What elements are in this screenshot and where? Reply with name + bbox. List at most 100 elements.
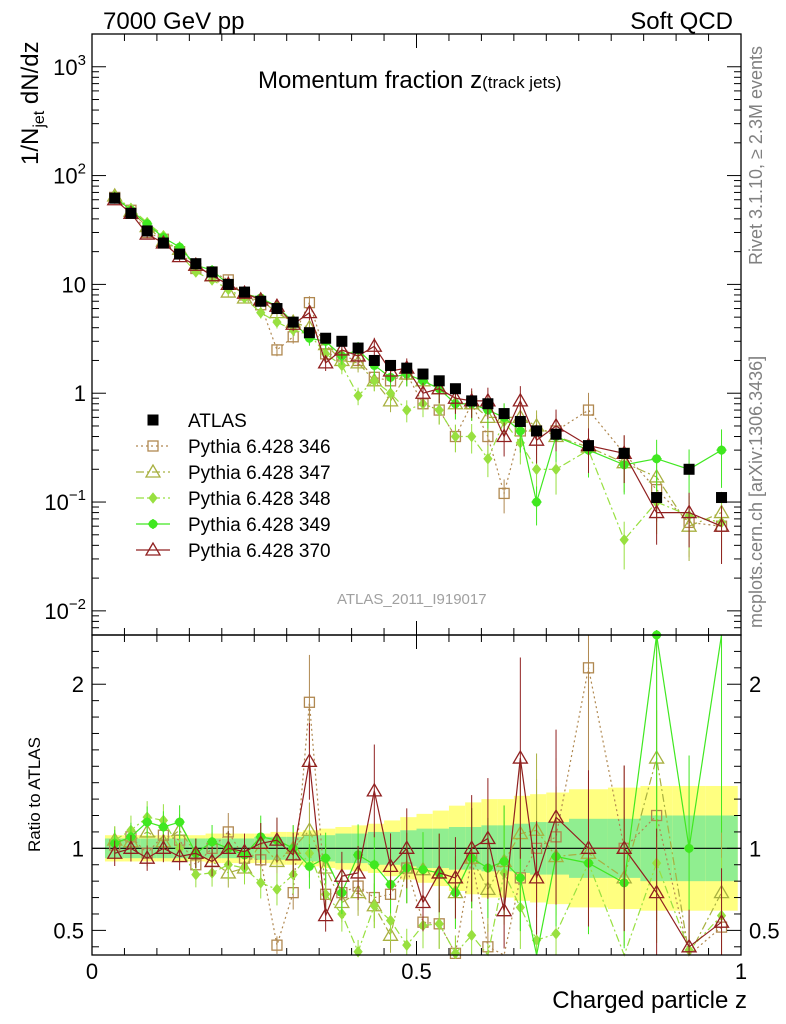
- main-series-point: [716, 445, 727, 456]
- main-y-tick-label: 10−2: [44, 596, 86, 624]
- main-y-tick-base: 10: [44, 490, 68, 515]
- ratio-series-point-shape: [106, 844, 123, 859]
- main-series-point-shape: [385, 387, 396, 400]
- ratio-series-point: [551, 927, 561, 940]
- atlas-data-point: [303, 327, 315, 339]
- ratio-series-point: [320, 853, 331, 864]
- atlas-data-point: [417, 368, 429, 380]
- ratio-series-point: [369, 859, 380, 870]
- ratio-series-line-1: [114, 667, 722, 957]
- main-series-point: [531, 463, 542, 476]
- main-series-point: [385, 387, 396, 400]
- energy-label: 7000 GeV pp: [103, 8, 244, 35]
- main-series-point-shape: [483, 452, 493, 465]
- ratio-series-point: [479, 830, 497, 845]
- atlas-data-point-shape: [401, 362, 413, 374]
- ratio-series-point-shape: [268, 831, 286, 846]
- ratio-series-point: [207, 836, 218, 847]
- legend-atlas-marker-shape: [147, 414, 159, 426]
- main-y-tick-label: 10: [62, 272, 86, 297]
- ratio-series-point: [349, 864, 367, 879]
- ratio-series-point-shape: [450, 947, 461, 960]
- ratio-series-point-shape: [479, 830, 497, 845]
- ratio-series-point-shape: [256, 876, 266, 889]
- ratio-series-point: [256, 876, 266, 889]
- ratio-series-point-shape: [414, 894, 432, 909]
- ratio-series-point-shape: [385, 914, 396, 927]
- main-series-point: [317, 354, 334, 369]
- main-series-point: [353, 389, 363, 402]
- ylabel-part-2: jet: [31, 110, 48, 128]
- main-y-tick-base: 1: [74, 381, 86, 406]
- main-series-point: [382, 392, 399, 407]
- ratio-series-point: [512, 749, 529, 764]
- ylabel-part-1: 1/N: [17, 128, 44, 165]
- ratio-series-point: [580, 840, 597, 854]
- main-series-point-shape: [333, 341, 350, 356]
- atlas-data-point-shape: [368, 354, 380, 366]
- legend-label: Pythia 6.428 347: [188, 463, 331, 484]
- legend-marker: [148, 519, 158, 529]
- legend-marker: [144, 463, 162, 478]
- ratio-series-point-shape: [155, 840, 172, 854]
- ratio-series-point-shape: [580, 840, 597, 854]
- atlas-data-point: [352, 342, 364, 354]
- ratio-y-tick-label-right: 1: [749, 836, 761, 861]
- atlas-data-point: [482, 398, 494, 410]
- legend-entry-1: Pythia 6.428 346: [136, 437, 331, 458]
- main-series-point-shape: [495, 428, 513, 443]
- ratio-series-point-shape: [547, 808, 565, 823]
- ratio-series-point: [333, 867, 350, 882]
- main-title-sub: (track jets): [482, 73, 561, 92]
- ratio-series-point: [285, 846, 302, 861]
- atlas-data-point-shape: [352, 342, 364, 354]
- main-title: Momentum fraction z(track jets): [258, 67, 561, 94]
- main-series-point: [551, 463, 561, 476]
- main-series-point-shape: [582, 404, 595, 416]
- ratio-series-point: [272, 883, 282, 896]
- atlas-data-point-shape: [239, 286, 251, 298]
- atlas-data-point: [433, 375, 445, 387]
- main-series-point: [333, 341, 350, 356]
- ratio-series-point: [353, 945, 363, 958]
- main-series-point: [402, 404, 412, 416]
- ratio-y-tick-label-right: 2: [749, 672, 761, 697]
- ratio-series-point-shape: [268, 853, 286, 868]
- atlas-data-point: [190, 258, 202, 270]
- main-y-tick-exponent: −2: [69, 596, 86, 613]
- atlas-data-point-shape: [271, 303, 283, 315]
- main-series-point-shape: [256, 306, 266, 319]
- ratio-series-point-shape: [495, 902, 513, 917]
- ratio-series-point-shape: [551, 927, 561, 940]
- main-data-layer: [106, 187, 730, 570]
- atlas-data-point-shape: [336, 335, 348, 347]
- atlas-data-point-shape: [716, 492, 728, 504]
- ratio-series-point-shape: [272, 883, 282, 896]
- main-series-point-shape: [431, 380, 448, 395]
- ratio-series-point: [547, 808, 565, 823]
- ratio-series-point-shape: [333, 867, 350, 882]
- ratio-series-point: [236, 843, 253, 858]
- legend-entry-5: Pythia 6.428 370: [136, 541, 331, 562]
- main-series-point-shape: [317, 354, 334, 369]
- legend-marker: [144, 541, 162, 556]
- atlas-data-point: [716, 492, 728, 504]
- atlas-data-point: [385, 359, 397, 371]
- legend-entry-3: Pythia 6.428 348: [136, 489, 331, 510]
- main-series-point-shape: [498, 487, 510, 500]
- atlas-data-point: [550, 428, 562, 440]
- ratio-series-point-shape: [369, 899, 379, 912]
- main-series-point: [220, 283, 237, 298]
- main-series-point: [256, 306, 266, 319]
- main-series-point-shape: [402, 404, 412, 416]
- ratio-series-point: [582, 662, 595, 674]
- ratio-series-point: [158, 822, 169, 832]
- ratio-series-point-shape: [467, 929, 477, 942]
- main-series-point-shape: [337, 359, 347, 372]
- atlas-data-point: [651, 492, 663, 504]
- atlas-data-point: [320, 332, 332, 344]
- mcplots-label: mcplots.cern.ch [arXiv:1306.3436]: [746, 356, 766, 628]
- main-series-point: [648, 504, 665, 519]
